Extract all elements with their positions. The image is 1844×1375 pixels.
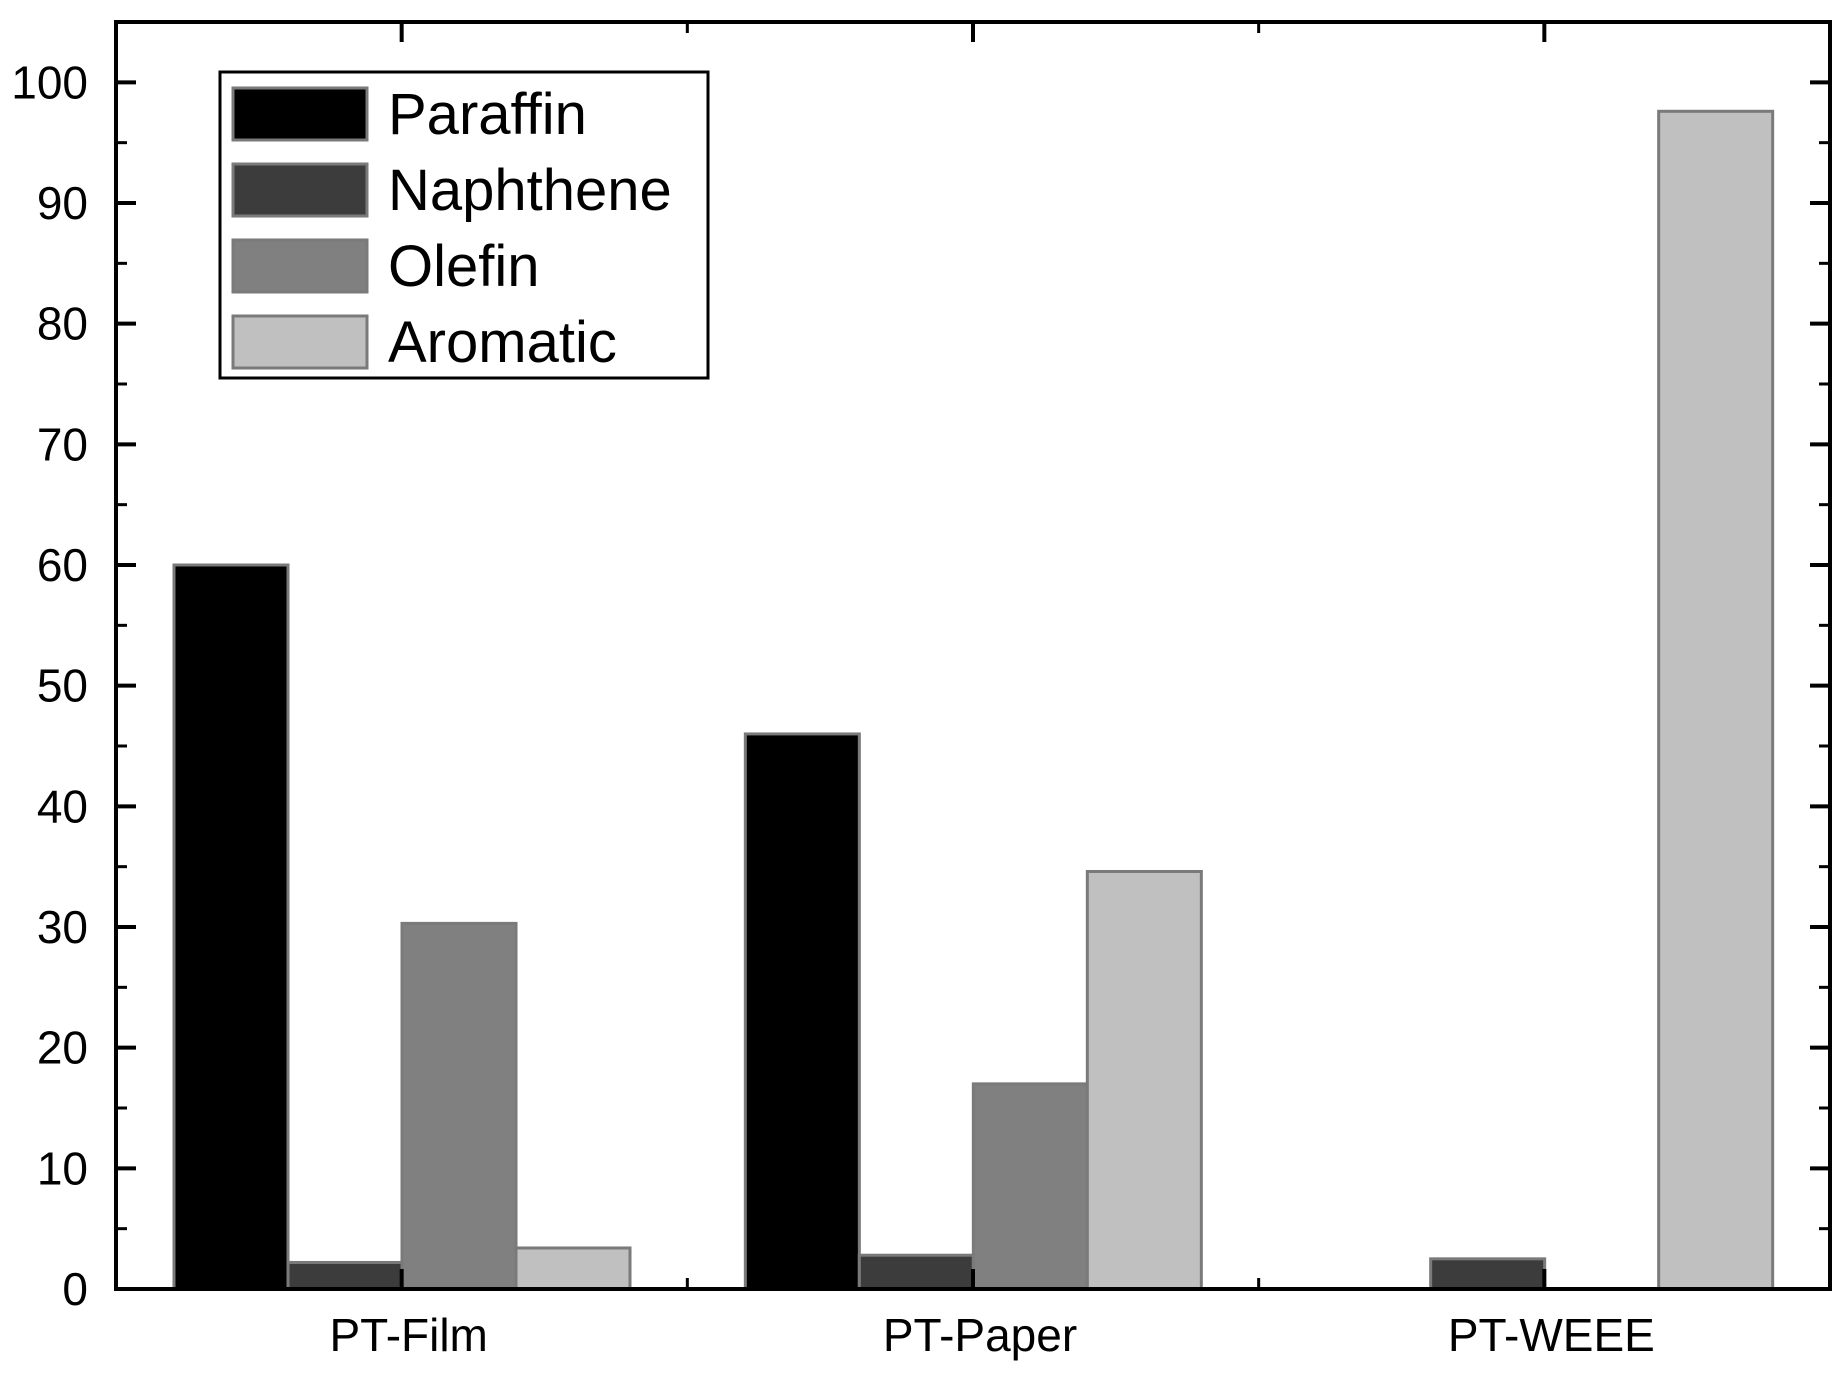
x-tick-label-pt-weee: PT-WEEE [1448, 1309, 1655, 1361]
legend-label-naphthene: Naphthene [388, 158, 672, 223]
bar-paraffin-pt-paper [743, 732, 861, 1291]
axes-layer: 0 10 20 30 40 50 60 70 80 90 100 PT-Film PT-Paper PT-… [11, 20, 1832, 1361]
legend-label-aromatic: Aromatic [388, 310, 617, 375]
legend-swatch-naphthene [231, 162, 369, 218]
y-tick-label: 90 [37, 177, 88, 229]
y-tick-label: 60 [37, 539, 88, 591]
y-tick-label: 40 [37, 780, 88, 832]
bar-olefin-pt-film [400, 921, 518, 1291]
bar-naphthene-pt-weee [1429, 1257, 1547, 1291]
bar-paraffin-pt-film [172, 563, 290, 1291]
bar-naphthene-pt-paper [857, 1253, 975, 1291]
x-tick-label-pt-film: PT-Film [329, 1309, 487, 1361]
legend-swatch-olefin [231, 238, 369, 294]
y-tick-label: 50 [37, 660, 88, 712]
bar-aromatic-pt-weee [1657, 109, 1775, 1291]
y-tick-label: 80 [37, 298, 88, 350]
y-tick-label: 30 [37, 901, 88, 953]
bars-layer [172, 109, 1775, 1291]
y-tick-label: 70 [37, 418, 88, 470]
legend-swatch-aromatic [231, 314, 369, 370]
y-tick-label: 20 [37, 1022, 88, 1074]
bar-olefin-pt-paper [971, 1082, 1089, 1291]
legend-label-paraffin: Paraffin [388, 82, 587, 147]
y-tick-label: 10 [37, 1142, 88, 1194]
y-tick-label: 100 [11, 56, 88, 108]
y-tick-label: 0 [62, 1263, 88, 1315]
x-tick-label-pt-paper: PT-Paper [883, 1309, 1077, 1361]
bar-aromatic-pt-paper [1085, 869, 1203, 1291]
bar-aromatic-pt-film [514, 1246, 632, 1291]
legend: Paraffin Naphthene Olefin Aromatic [218, 70, 710, 380]
bar-naphthene-pt-film [286, 1260, 404, 1291]
legend-label-olefin: Olefin [388, 234, 540, 299]
legend-swatch-paraffin [231, 86, 369, 142]
